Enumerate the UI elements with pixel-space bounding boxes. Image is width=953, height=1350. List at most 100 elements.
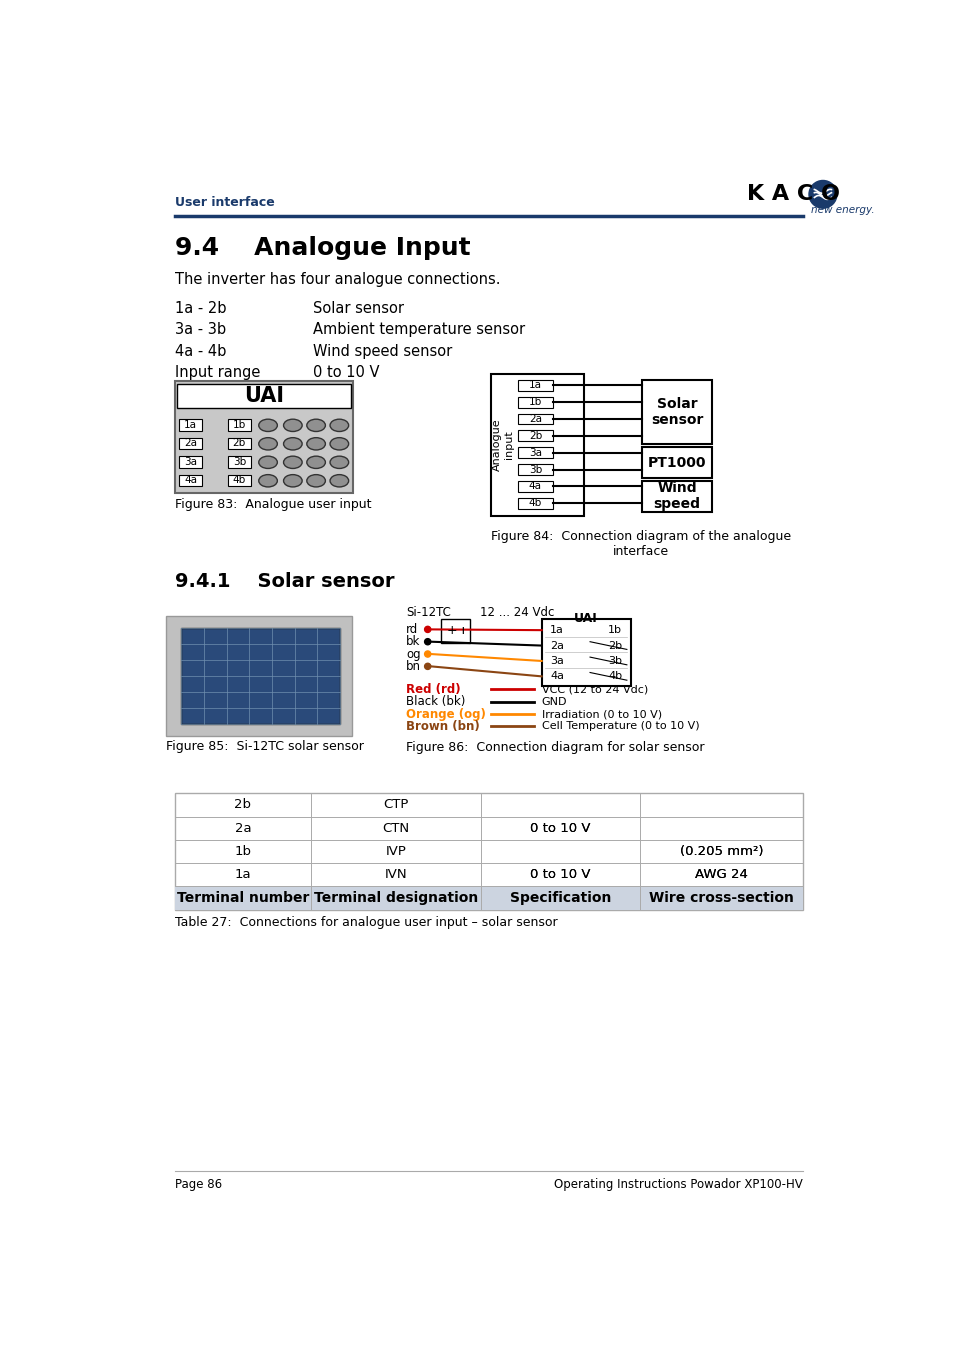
Bar <box>174 886 802 910</box>
Text: 4a: 4a <box>528 482 541 491</box>
Text: (0.205 mm²): (0.205 mm²) <box>679 845 762 857</box>
Bar <box>174 794 802 910</box>
Ellipse shape <box>283 456 302 468</box>
Text: 2a: 2a <box>528 414 541 424</box>
Bar <box>517 379 553 390</box>
Text: 2a: 2a <box>550 640 563 651</box>
Text: The inverter has four analogue connections.: The inverter has four analogue connectio… <box>174 271 500 286</box>
Bar <box>541 618 630 686</box>
Circle shape <box>424 651 431 657</box>
Text: Black (bk): Black (bk) <box>406 695 465 709</box>
Text: Ambient temperature sensor: Ambient temperature sensor <box>313 323 524 338</box>
Text: 1a: 1a <box>234 868 251 880</box>
Text: bn: bn <box>406 660 420 672</box>
Text: VCC (12 to 24 Vdc): VCC (12 to 24 Vdc) <box>541 684 647 694</box>
Text: 12 ... 24 Vdc: 12 ... 24 Vdc <box>479 606 554 618</box>
Circle shape <box>424 639 431 645</box>
Text: 4a - 4b: 4a - 4b <box>174 344 226 359</box>
Text: 9.4.1    Solar sensor: 9.4.1 Solar sensor <box>174 572 395 591</box>
Text: User interface: User interface <box>174 196 274 208</box>
Text: new energy.: new energy. <box>810 205 874 215</box>
Text: Figure 83:  Analogue user input: Figure 83: Analogue user input <box>174 498 371 512</box>
Text: (0.205 mm²): (0.205 mm²) <box>679 845 762 857</box>
Ellipse shape <box>330 456 348 468</box>
Text: Red (rd): Red (rd) <box>406 683 460 697</box>
Text: Orange (og): Orange (og) <box>406 707 485 721</box>
Text: CTP: CTP <box>383 798 408 811</box>
Text: 4a: 4a <box>184 475 197 486</box>
Text: + ı: + ı <box>446 625 464 637</box>
Bar <box>517 481 553 491</box>
Bar <box>641 379 711 444</box>
Text: 0 to 10 V: 0 to 10 V <box>530 822 590 834</box>
Bar <box>228 475 251 486</box>
Ellipse shape <box>283 420 302 432</box>
Text: CTN: CTN <box>382 822 409 834</box>
Text: Figure 86:  Connection diagram for solar sensor: Figure 86: Connection diagram for solar … <box>406 741 703 753</box>
Text: Solar sensor: Solar sensor <box>313 301 403 316</box>
Text: 2a: 2a <box>234 822 251 834</box>
Text: 9.4    Analogue Input: 9.4 Analogue Input <box>174 236 470 261</box>
Bar <box>228 420 251 431</box>
Text: 0 to 10 V: 0 to 10 V <box>313 366 379 381</box>
Bar <box>228 456 251 467</box>
Ellipse shape <box>307 475 325 487</box>
Text: Analogue
input: Analogue input <box>492 418 513 471</box>
Text: Irradiation (0 to 10 V): Irradiation (0 to 10 V) <box>541 709 661 720</box>
Text: Operating Instructions Powador XP100-HV: Operating Instructions Powador XP100-HV <box>554 1179 802 1191</box>
Bar <box>641 481 711 512</box>
Text: Brown (bn): Brown (bn) <box>406 720 479 733</box>
Bar <box>517 413 553 424</box>
Text: 2a: 2a <box>184 439 197 448</box>
Text: 3a - 3b: 3a - 3b <box>174 323 226 338</box>
Bar <box>641 447 711 478</box>
Circle shape <box>424 663 431 670</box>
Bar <box>174 382 353 493</box>
Text: 3a: 3a <box>550 656 563 666</box>
Bar <box>166 617 352 736</box>
Text: Terminal number: Terminal number <box>176 891 309 904</box>
Ellipse shape <box>330 475 348 487</box>
Ellipse shape <box>307 456 325 468</box>
Ellipse shape <box>258 475 277 487</box>
Text: 1a: 1a <box>550 625 563 634</box>
Text: 3a: 3a <box>184 456 197 467</box>
Text: 1b: 1b <box>528 397 541 408</box>
Bar <box>517 447 553 458</box>
Ellipse shape <box>258 420 277 432</box>
Text: 0 to 10 V: 0 to 10 V <box>530 868 590 880</box>
Text: IVP: IVP <box>385 845 406 857</box>
Ellipse shape <box>258 437 277 450</box>
Bar <box>491 374 583 516</box>
Text: Wind
speed: Wind speed <box>653 481 700 512</box>
Text: Figure 85:  Si-12TC solar sensor: Figure 85: Si-12TC solar sensor <box>166 740 363 753</box>
Ellipse shape <box>283 475 302 487</box>
Text: Input range: Input range <box>174 366 260 381</box>
Text: Cell Temperature (0 to 10 V): Cell Temperature (0 to 10 V) <box>541 721 699 732</box>
Text: Wire cross-section: Wire cross-section <box>648 891 793 904</box>
Text: Specification: Specification <box>510 891 611 904</box>
Text: 3b: 3b <box>608 656 621 666</box>
Text: GND: GND <box>541 697 566 707</box>
Bar <box>517 431 553 441</box>
Bar <box>177 383 351 409</box>
Text: UAI: UAI <box>574 612 598 625</box>
Text: 4b: 4b <box>233 475 246 486</box>
Text: 2b: 2b <box>233 439 246 448</box>
Text: bk: bk <box>406 636 420 648</box>
Text: Terminal designation: Terminal designation <box>314 891 477 904</box>
Bar <box>179 437 202 450</box>
Text: 2b: 2b <box>528 431 541 441</box>
Bar <box>179 420 202 431</box>
Bar <box>440 618 470 643</box>
Circle shape <box>424 626 431 632</box>
Ellipse shape <box>307 420 325 432</box>
Bar <box>228 437 251 450</box>
Text: Si-12TC: Si-12TC <box>406 606 451 618</box>
Text: 3a: 3a <box>528 448 541 458</box>
Ellipse shape <box>307 437 325 450</box>
Ellipse shape <box>330 437 348 450</box>
Text: PT1000: PT1000 <box>647 456 706 470</box>
Text: 1a - 2b: 1a - 2b <box>174 301 226 316</box>
Text: rd: rd <box>406 622 417 636</box>
